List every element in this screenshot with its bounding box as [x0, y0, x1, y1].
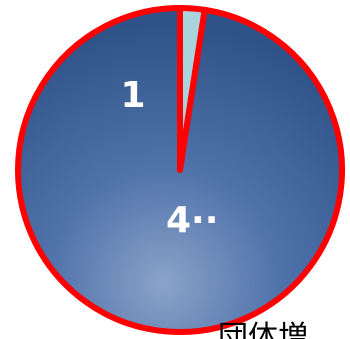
data-label-4: 4··	[166, 200, 218, 241]
legend-partial-text: 団体増	[218, 320, 308, 339]
pie-slice-4	[15, 5, 345, 335]
pie-slices	[15, 5, 345, 335]
data-label-1: 1	[120, 75, 145, 116]
pie-data-labels: 1 4··	[120, 75, 218, 241]
